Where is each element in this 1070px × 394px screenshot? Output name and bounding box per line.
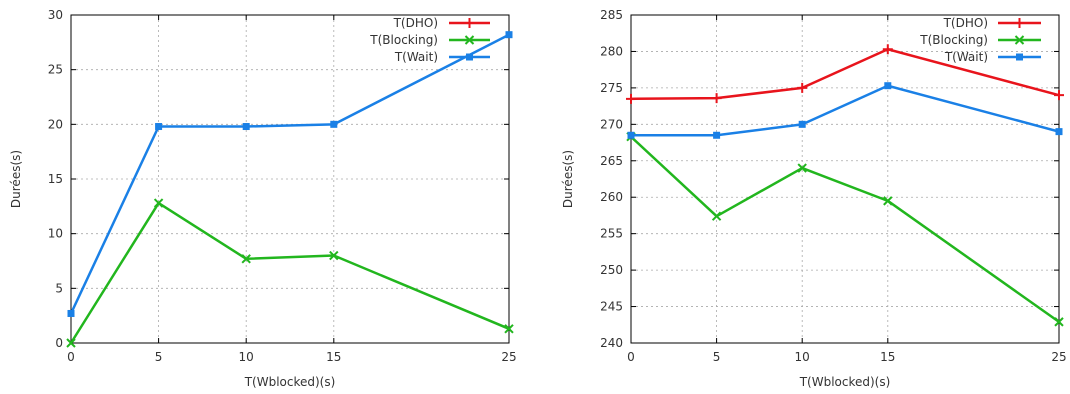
y-tick-label: 0 [55,336,63,350]
y-tick-label: 20 [48,117,63,131]
series-T(Blocking) [626,132,1064,327]
legend-label: T(Wait) [944,50,988,64]
plot-frame [630,14,1060,344]
y-tick-label: 260 [600,190,623,204]
legend-label: T(Blocking) [369,33,438,47]
data-point [153,198,164,208]
data-point [505,31,513,39]
y-axis-label: Durées(s) [9,150,23,208]
y-tick-label: 275 [600,81,623,95]
data-point [883,196,893,206]
series-T(DHO) [626,44,1064,104]
y-tick-label: 270 [600,117,623,131]
x-tick-label: 25 [501,350,516,364]
data-point [627,131,635,139]
data-point [713,131,721,139]
x-axis-label: T(Wblocked)(s) [244,375,336,389]
data-point [1054,317,1064,327]
data-point [67,309,75,317]
data-point [882,44,893,55]
legend-marker [1014,35,1025,45]
legend-entry: T(Blocking) [919,33,1041,47]
x-tick-label: 0 [627,350,635,364]
chart-2: 240 245 250 255 260 265 270 275 280 285 0 5 10 15 25 Du… [561,8,1067,389]
data-point [797,82,808,93]
legend-entry: T(DHO) [943,16,1041,30]
series-line [630,48,1060,101]
x-tick-label: 0 [67,350,75,364]
y-tick-label: 5 [55,281,63,295]
y-tick-label: 280 [600,44,623,58]
data-point [798,120,806,128]
series-line [630,135,1060,323]
x-tick-label: 15 [326,350,341,364]
y-tick-label: 15 [48,172,63,186]
legend-marker [1014,18,1025,28]
data-point [711,93,722,104]
y-tick-label: 30 [48,8,63,22]
data-point [1054,90,1064,101]
legend-label: T(DHO) [393,16,438,30]
data-point [330,120,338,128]
x-axis-label: T(Wblocked)(s) [799,375,891,389]
x-tick-label: 15 [880,350,895,364]
y-tick-label: 265 [600,154,623,168]
data-point [241,254,251,264]
chart-1: 0 5 10 15 20 25 30 0 5 10 15 25 Durées(s) T(Wblocked)… [9,8,517,389]
series-line [69,33,510,315]
y-tick-label: 10 [48,227,63,241]
legend-entry: T(Wait) [394,50,490,64]
series-line [631,84,1060,137]
legend-marker [464,35,475,45]
y-tick-label: 245 [600,300,623,314]
x-tick-label: 10 [239,350,254,364]
legend-marker [1016,53,1023,61]
x-tick-label: 25 [1051,350,1066,364]
data-point [155,123,163,131]
y-tick-label: 285 [600,8,623,22]
data-point [1055,128,1063,136]
x-tick-label: 5 [155,350,163,364]
x-tick-label: 5 [713,350,721,364]
legend-entry: T(DHO) [393,16,490,30]
series-T(Wait) [67,31,513,317]
data-point [504,324,514,334]
legend-label: T(Blocking) [919,33,988,47]
series-line [69,201,510,344]
y-axis-label: Durées(s) [561,150,575,208]
y-tick-label: 255 [600,227,623,241]
legend-entry: T(Wait) [944,50,1041,64]
y-tick-label: 250 [600,263,623,277]
data-point [626,93,636,104]
data-point [242,123,250,131]
x-tick-label: 10 [795,350,810,364]
legend-label: T(DHO) [943,16,988,30]
data-point [66,338,76,348]
legend-entry: T(Blocking) [369,33,490,47]
series-T(Wait) [627,82,1063,139]
legend-label: T(Wait) [394,50,438,64]
series-T(Blocking) [66,198,514,348]
y-tick-label: 25 [48,63,63,77]
y-tick-label: 240 [600,336,623,350]
data-point [329,250,339,261]
data-point [797,163,807,173]
legend-marker [464,18,475,28]
legend-marker [466,53,473,61]
data-point [884,82,892,90]
data-point [711,211,722,221]
